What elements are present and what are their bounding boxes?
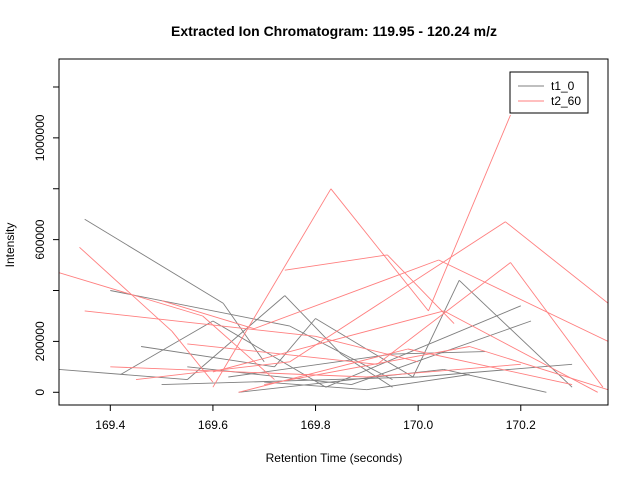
series-t1-0-segment [284, 295, 342, 355]
series-t2-60-segment [387, 254, 455, 324]
y-tick-label: 0 [33, 389, 47, 396]
legend: t1_0 t2_60 [509, 71, 589, 114]
series-t1-0-segment [392, 351, 485, 355]
series-t2-60-segment [289, 221, 506, 363]
series-t2-60-segment [510, 262, 604, 388]
chart-title: Extracted Ion Chromatogram: 119.95 - 120… [171, 23, 497, 39]
series-t1-0-segment [418, 363, 573, 378]
x-axis-label: Retention Time (seconds) [266, 451, 403, 465]
series-t1-0-segment [141, 346, 275, 368]
plot-frame [58, 58, 609, 406]
series-t2-60-segment [171, 330, 214, 383]
series-t2-60-segment [366, 363, 521, 378]
x-tick-label: 169.8 [301, 418, 331, 432]
series-t1-0-segment [161, 376, 419, 386]
series-t2-60-segment [84, 310, 316, 337]
series-t2-60-segment [376, 262, 511, 365]
series-t1-0-segment [59, 368, 188, 381]
series-t1-0-segment [315, 318, 414, 378]
series-t2-60-segment [212, 310, 444, 373]
x-tick-label: 169.4 [95, 418, 125, 432]
series-t1-0-segment [110, 290, 290, 327]
series-t2-60-segment [469, 346, 608, 391]
series-t2-60-segment [79, 246, 173, 332]
series-t2-60-segment [253, 259, 439, 330]
series-t1-0-segment [412, 280, 460, 378]
series-t1-0-segment [443, 368, 547, 393]
series-t2-60-segment [438, 259, 608, 342]
series-t1-0-segment [222, 302, 265, 363]
legend-label-t2-60: t2_60 [551, 94, 581, 108]
series-t1-0-segment [120, 320, 214, 375]
y-tick-label: 200000 [33, 321, 47, 361]
series-t1-0-segment [264, 381, 367, 391]
series-t2-60-segment [110, 366, 367, 378]
series-t2-60-segment [264, 346, 470, 386]
y-tick-label: 1000000 [33, 114, 47, 161]
x-tick-label: 170.2 [506, 418, 536, 432]
series-t2-60-segment [161, 300, 255, 330]
series-t2-60-segment [238, 348, 409, 393]
series-t2-60-segment [284, 254, 388, 271]
axes-layer: 169.4 169.6 169.8 170.0 170.2 0 200000 600000 10… [33, 86, 536, 432]
series-t1-0-segment [212, 320, 327, 388]
legend-label-t1-0: t1_0 [551, 79, 575, 93]
y-axis-label: Intensity [3, 223, 17, 268]
series-t2-60-segment [212, 188, 332, 388]
legend-box [509, 71, 589, 114]
series-t1-0-segment [187, 295, 286, 380]
series-t2-60-segment [443, 310, 598, 393]
y-tick-label: 600000 [33, 219, 47, 259]
series-t1-0-segment [187, 366, 352, 386]
series-t1-0-segment [458, 279, 573, 388]
series-t2-60-segment [202, 315, 275, 380]
series-layer [59, 114, 608, 393]
series-t1-0-segment [228, 353, 393, 378]
x-tick-label: 170.0 [403, 418, 433, 432]
series-t1-0-segment [274, 318, 316, 368]
series-t1-0-segment [84, 218, 224, 304]
series-t2-60-segment [330, 188, 429, 312]
series-t2-60-segment [407, 348, 573, 386]
series-t2-60-segment [427, 114, 511, 312]
series-t2-60-segment [187, 343, 378, 365]
series-t1-0-segment [325, 305, 521, 388]
x-tick-label: 169.6 [198, 418, 228, 432]
series-t1-0-segment [366, 374, 470, 391]
series-t2-60-segment [505, 221, 608, 304]
